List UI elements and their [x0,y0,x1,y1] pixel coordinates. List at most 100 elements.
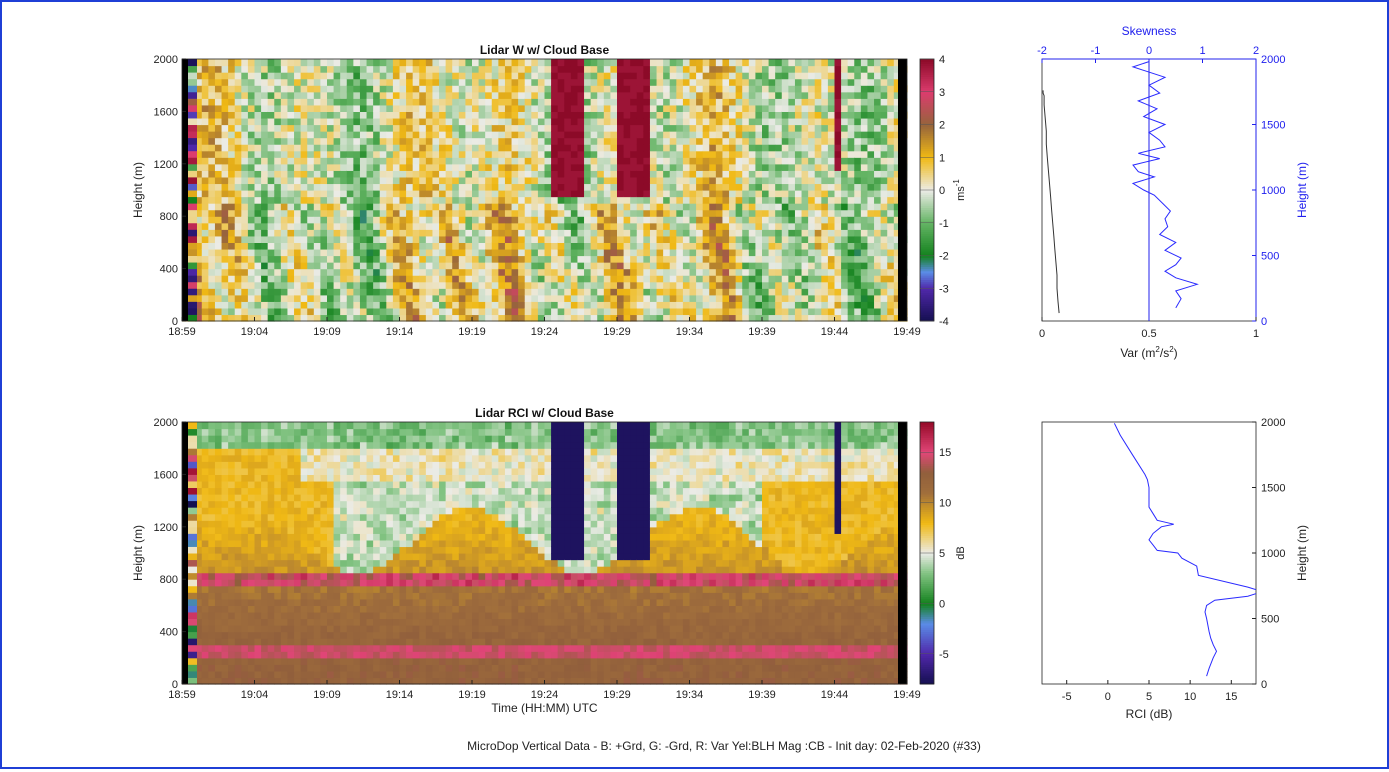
heatmap-cell [373,242,381,250]
heatmap-cell [755,209,763,217]
heatmap-cell [696,117,704,126]
heatmap-cell [827,281,836,289]
heatmap-cell [228,441,236,449]
heatmap-cell [234,526,242,534]
heatmap-cell [860,275,869,283]
heatmap-cell [287,203,295,211]
heatmap-cell [617,72,625,80]
heatmap-cell [689,203,697,211]
heatmap-cell [439,131,447,139]
heatmap-cell [610,170,618,178]
heatmap-cell [518,176,526,185]
heatmap-cell [195,294,203,302]
heatmap-cell [788,131,796,139]
heatmap-cell [834,229,842,237]
heatmap-cell [821,196,829,204]
heatmap-cell [406,307,414,316]
colorbar-cell [920,259,934,263]
heatmap-cell [439,268,447,276]
colorbar-cell [920,96,934,99]
heatmap-cell [445,222,453,230]
heatmap-cell [234,507,242,515]
heatmap-cell [439,275,447,283]
heatmap-cell [346,203,354,211]
colorbar-cell [920,294,934,298]
heatmap-cell [214,539,223,548]
heatmap-cell [472,248,480,257]
heatmap-cell [551,255,559,263]
heatmap-cell [551,170,559,178]
heatmap-cell [649,65,658,73]
colorbar-cell [920,115,934,119]
heatmap-cell [353,98,361,106]
heatmap-cell [201,480,209,489]
heatmap-cell [649,203,658,211]
heatmap-cell [247,196,256,204]
heatmap-cell [762,216,770,224]
heatmap-cell [327,248,335,257]
heatmap-cell [867,203,875,211]
heatmap-cell [669,209,677,217]
heatmap-cell [623,222,631,230]
heatmap-cell [333,216,341,224]
heatmap-cell [847,216,855,224]
colorbar-cell [920,222,934,226]
heatmap-cell [201,618,209,626]
heatmap-cell [241,216,249,224]
heatmap-cell [656,209,664,217]
heatmap-cell [748,117,757,126]
heatmap-cell [874,183,882,191]
heatmap-cell [794,301,803,309]
heatmap-cell [307,144,315,152]
heatmap-cell [221,157,229,165]
heatmap-cell [313,163,322,171]
heatmap-cell [399,117,407,126]
heatmap-cell [208,461,216,469]
heatmap-cell [715,163,724,171]
side-strip-cell [188,150,197,158]
heatmap-cell [208,137,216,145]
heatmap-cell [452,281,460,289]
heatmap-cell [498,98,506,106]
colorbar-cell [920,179,934,182]
heatmap-cell [399,288,407,296]
heatmap-cell [241,494,249,502]
heatmap-cell [518,268,526,276]
heatmap-cell [399,262,407,270]
heatmap-cell [234,513,242,521]
heatmap-cell [663,262,671,270]
heatmap-cell [228,131,236,139]
heatmap-cell [663,91,671,99]
colorbar-cell [920,198,934,202]
heatmap-cell [478,262,486,270]
heatmap-cell [623,111,631,119]
heatmap-cell [867,85,875,93]
heatmap-cell [366,85,374,93]
heatmap-cell [214,190,223,198]
heatmap-cell [399,91,407,99]
heatmap-cell [340,72,348,80]
heatmap-cell [234,288,242,296]
heatmap-cell [208,611,216,620]
heatmap-cell [808,281,816,289]
heatmap-cell [353,216,361,224]
heatmap-cell [201,579,209,587]
heatmap-cell [577,307,585,316]
heatmap-cell [577,59,585,67]
heatmap-cell [228,235,236,243]
heatmap-cell [254,216,262,224]
heatmap-cell [841,196,849,204]
heatmap-cell [458,203,467,211]
heatmap-cell [524,288,532,296]
heatmap-cell [386,242,394,250]
heatmap-cell [715,307,724,316]
heatmap-cell [544,209,552,217]
heatmap-cell [643,104,651,112]
heatmap-cell [261,65,269,73]
heatmap-cell [722,163,730,171]
heatmap-cell [755,301,763,309]
heatmap-cell [748,262,757,270]
heatmap-cell [373,307,381,316]
heatmap-cell [808,268,816,276]
heatmap-cell [518,190,526,198]
